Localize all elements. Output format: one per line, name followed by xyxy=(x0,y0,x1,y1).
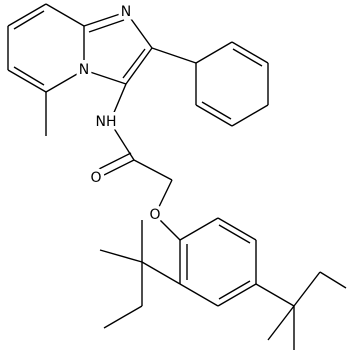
bond xyxy=(179,217,219,241)
bond xyxy=(218,280,251,300)
bond xyxy=(179,283,219,307)
bonds xyxy=(7,3,347,350)
bond xyxy=(13,10,45,30)
bond xyxy=(201,101,232,120)
bond xyxy=(195,41,233,64)
bond xyxy=(94,152,132,172)
bond xyxy=(97,159,135,179)
atom-label: N xyxy=(79,62,89,78)
bond xyxy=(103,305,143,329)
bond xyxy=(133,159,173,181)
bond xyxy=(195,104,233,127)
bond xyxy=(7,69,47,93)
bond xyxy=(83,11,127,27)
atom-label: O xyxy=(149,207,160,223)
bond xyxy=(109,83,127,123)
bond xyxy=(7,3,47,27)
bond xyxy=(151,47,197,64)
bond xyxy=(125,47,153,85)
atom-label: O xyxy=(90,170,101,186)
bond xyxy=(99,249,143,263)
bond xyxy=(217,283,257,307)
bond xyxy=(231,104,269,127)
bond xyxy=(45,3,85,27)
bond xyxy=(13,66,45,86)
bond xyxy=(45,69,85,93)
bond xyxy=(231,41,269,64)
bond xyxy=(255,283,295,307)
bond xyxy=(125,11,153,49)
bond xyxy=(319,271,347,289)
bond xyxy=(267,305,295,341)
bond xyxy=(83,69,127,85)
bond xyxy=(218,224,251,244)
atom-label: NH xyxy=(96,114,117,130)
bond xyxy=(141,261,181,285)
atom-label: N xyxy=(121,4,131,20)
bond xyxy=(217,217,257,241)
bond xyxy=(232,48,263,67)
bond xyxy=(88,19,125,33)
bond xyxy=(122,48,146,79)
bond xyxy=(293,271,321,307)
bond xyxy=(154,179,173,216)
bond xyxy=(154,214,181,241)
